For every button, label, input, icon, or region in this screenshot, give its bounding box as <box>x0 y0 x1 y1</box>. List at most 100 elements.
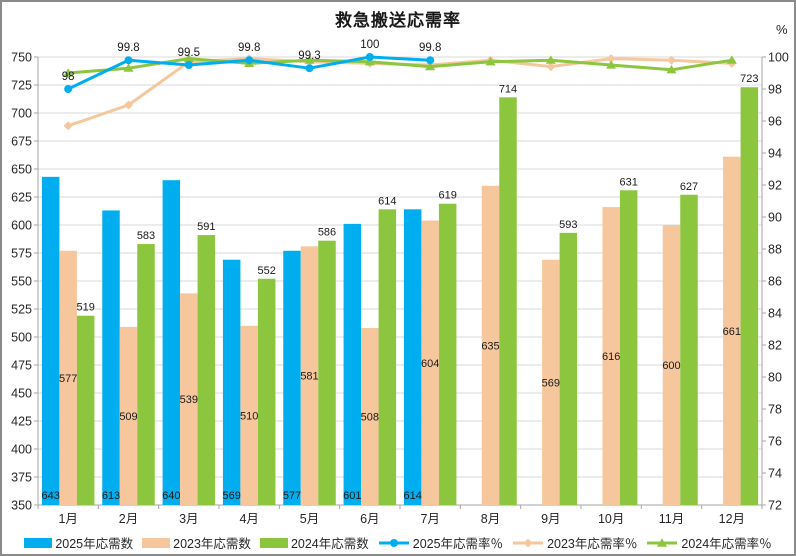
line-marker-diamond <box>667 55 676 65</box>
bar-data-label: 586 <box>318 227 336 239</box>
legend-label: 2024年応需率％ <box>681 537 772 551</box>
right-axis-tick-label: 90 <box>768 211 782 225</box>
bar <box>137 244 155 506</box>
bar <box>481 185 500 506</box>
bar-data-label: 581 <box>300 371 318 383</box>
line-data-label: 99.3 <box>298 50 320 62</box>
bar-data-label: 577 <box>59 373 77 385</box>
bar <box>421 220 439 505</box>
line-marker-circle <box>184 61 193 69</box>
legend-item: 2023年応需率％ <box>512 533 637 552</box>
x-axis-label: 8月 <box>481 512 500 526</box>
right-axis-tick-label: 100 <box>768 51 789 65</box>
legend-item: 2025年応需数 <box>24 533 133 552</box>
bar-data-label: 723 <box>740 73 758 85</box>
line-marker-triangle <box>364 57 375 66</box>
right-axis-tick-label: 86 <box>768 275 782 289</box>
left-axis-tick-label: 725 <box>11 79 32 93</box>
line-marker-circle <box>365 53 374 61</box>
bar-data-label: 604 <box>421 358 439 370</box>
bar <box>499 97 517 505</box>
left-axis-tick-label: 525 <box>11 303 32 317</box>
left-axis-tick-label: 425 <box>11 415 32 429</box>
line-marker-triangle <box>304 55 315 64</box>
bar <box>680 194 698 505</box>
bar-data-label: 569 <box>222 490 240 502</box>
bar-data-label: 552 <box>257 265 275 277</box>
bar-data-label: 631 <box>619 176 637 188</box>
chart-title: 救急搬送応需率 <box>335 11 461 30</box>
bar <box>343 223 362 505</box>
left-axis-tick-label: 400 <box>11 443 32 457</box>
line-marker-circle <box>426 56 435 65</box>
line-data-label: 99.5 <box>178 47 200 59</box>
left-axis-tick-label: 750 <box>11 51 32 65</box>
bar-data-label: 640 <box>162 490 180 502</box>
bar-data-label: 593 <box>559 219 577 231</box>
x-axis-label: 3月 <box>179 512 198 526</box>
line-marker-circle <box>305 64 314 73</box>
x-axis-label: 7月 <box>420 512 439 526</box>
line-marker-triangle <box>425 61 436 71</box>
line-series <box>66 57 734 75</box>
bar-data-label: 591 <box>197 221 215 233</box>
line-marker-triangle <box>666 65 677 74</box>
legend-line-swatch-icon <box>647 537 678 547</box>
left-axis-tick-label: 350 <box>11 499 32 513</box>
left-axis-tick-label: 375 <box>11 471 32 485</box>
line-marker-diamond <box>546 62 556 72</box>
line-marker-circle <box>124 56 133 65</box>
bar-data-label: 508 <box>361 412 379 424</box>
bar <box>602 207 620 505</box>
bar-data-label: 569 <box>542 377 560 389</box>
line-marker-diamond <box>124 100 133 110</box>
bar-data-label: 616 <box>602 351 620 363</box>
right-axis-tick-label: 84 <box>768 307 782 321</box>
bar-data-label: 643 <box>41 490 59 502</box>
left-axis-tick-label: 625 <box>11 191 32 205</box>
line-marker-triangle <box>485 57 496 66</box>
bar <box>378 209 397 505</box>
legend-line-swatch-icon <box>378 538 409 547</box>
right-axis-unit-label: % <box>776 22 788 37</box>
bar <box>59 250 77 505</box>
bar <box>723 156 741 505</box>
bar-data-label: 661 <box>723 326 741 338</box>
bar <box>300 246 319 505</box>
right-axis-tick-label: 82 <box>768 339 782 353</box>
bar <box>222 259 241 505</box>
x-axis-label: 9月 <box>541 512 560 526</box>
line-marker-circle <box>245 56 254 65</box>
bar <box>119 326 138 505</box>
legend-label: 2025年応需数 <box>55 537 134 551</box>
x-axis-label: 2月 <box>119 512 138 526</box>
legend-label: 2024年応需数 <box>290 537 369 551</box>
x-axis-label: 5月 <box>300 512 319 526</box>
line-marker-triangle <box>183 53 194 63</box>
legend-bar-swatch-icon <box>142 537 171 548</box>
line-data-label: 99.8 <box>419 42 441 54</box>
bar <box>403 209 422 505</box>
right-axis-tick-label: 74 <box>768 467 782 481</box>
right-axis-tick-label: 88 <box>768 243 782 257</box>
legend-bar-swatch-icon <box>259 537 288 548</box>
bar <box>438 203 457 505</box>
line-series <box>66 57 734 128</box>
bar <box>180 293 198 505</box>
right-axis-tick-label: 76 <box>768 435 782 449</box>
x-axis-label: 6月 <box>360 512 379 526</box>
x-axis-label: 10月 <box>598 512 624 526</box>
bar <box>240 325 258 505</box>
x-axis-label: 11月 <box>659 512 684 526</box>
x-axis-label: 4月 <box>239 512 258 526</box>
bar-data-label: 601 <box>343 490 361 502</box>
line-marker-diamond <box>63 121 73 131</box>
bar-data-label: 510 <box>240 410 258 422</box>
bar <box>619 190 638 505</box>
chart-legend: 2025年応需数 2023年応需数 2024年応需数 2025年応需率％ 2023年応需… <box>2 533 794 552</box>
legend-bar-swatch-icon <box>24 537 53 548</box>
left-axis-tick-label: 475 <box>11 359 32 373</box>
legend-label: 2023年応需数 <box>173 537 251 551</box>
x-axis-label: 12月 <box>719 512 745 526</box>
bar-data-label: 614 <box>378 195 396 207</box>
